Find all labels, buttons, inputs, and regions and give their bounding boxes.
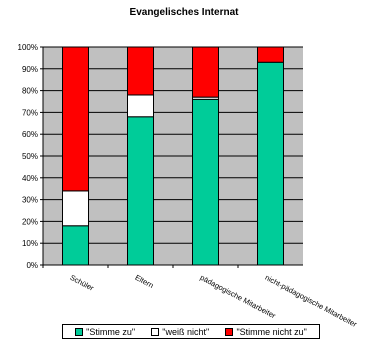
y-tick-label: 40%	[22, 174, 38, 183]
bar-segment	[62, 190, 89, 227]
legend-label-unsure: "weiß nicht"	[162, 326, 210, 337]
y-tick-label: 100%	[18, 43, 38, 52]
bar-segment	[62, 225, 89, 266]
y-tick-label: 90%	[22, 65, 38, 74]
bar-segment	[192, 46, 219, 98]
bars	[62, 46, 284, 266]
bar-segment	[127, 116, 154, 266]
x-tick-label: nicht-pädagogische Mitarbeiter	[264, 273, 359, 329]
legend-label-agree: "Stimme zu"	[86, 326, 136, 337]
legend: "Stimme zu" "weiß nicht" "Stimme nicht z…	[62, 324, 320, 339]
legend-label-disagree: "Stimme nicht zu"	[236, 326, 307, 337]
y-tick-label: 30%	[22, 196, 38, 205]
bar-segment	[127, 94, 154, 118]
y-tick-label: 0%	[26, 261, 38, 270]
legend-item-unsure: "weiß nicht"	[151, 327, 209, 337]
y-axis: 0% 10% 20% 30% 40% 50% 60% 70% 80% 90% 100%	[18, 43, 43, 270]
legend-swatch-unsure	[151, 327, 160, 336]
y-tick-label: 70%	[22, 108, 38, 117]
legend-item-disagree: "Stimme nicht zu"	[225, 326, 307, 337]
y-tick-label: 20%	[22, 217, 38, 226]
y-tick-label: 50%	[22, 152, 38, 161]
y-tick-label: 10%	[22, 239, 38, 248]
bar-segment	[127, 46, 154, 96]
legend-item-agree: "Stimme zu"	[75, 327, 135, 337]
bar-segment	[192, 98, 219, 266]
y-tick-label: 60%	[22, 130, 38, 139]
x-tick-label: Schüler	[69, 273, 96, 293]
bar-segment	[257, 46, 284, 63]
legend-swatch-disagree	[225, 327, 234, 336]
bar-segment	[62, 46, 89, 192]
x-tick-label: Eltern	[134, 273, 156, 290]
bar-segment	[257, 61, 284, 266]
legend-swatch-agree	[75, 327, 84, 336]
y-tick-label: 80%	[22, 87, 38, 96]
x-axis: Schüler Eltern pädagogische Mitarbeiternic…	[42, 265, 359, 329]
chart-title: Evangelisches Internat	[129, 7, 239, 18]
